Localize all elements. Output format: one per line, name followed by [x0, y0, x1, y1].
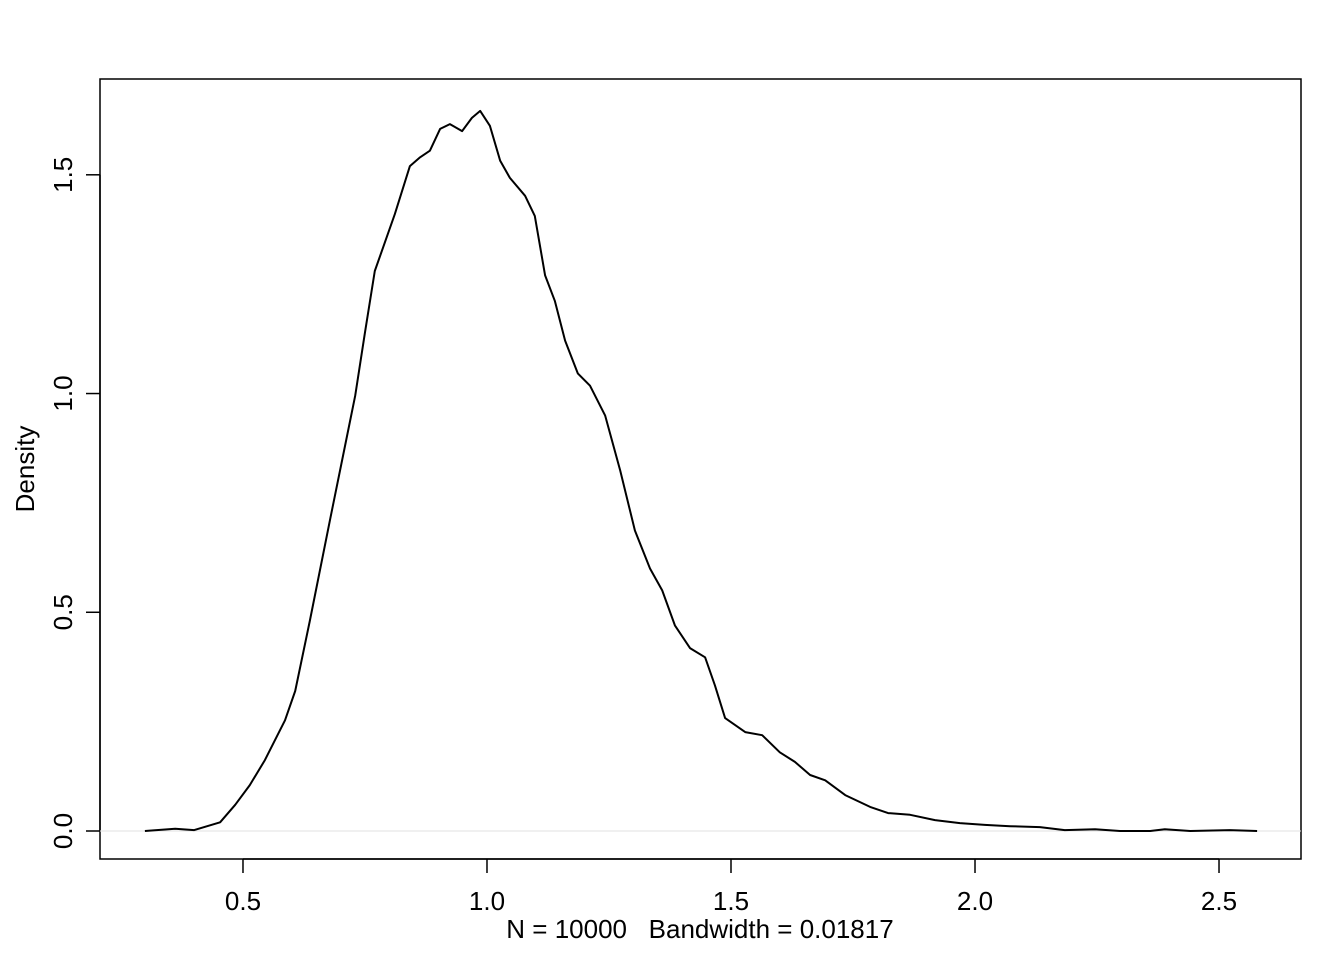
- y-tick-label: 1.5: [48, 157, 78, 193]
- density-line: [144, 109, 1258, 832]
- y-axis-label: Density: [10, 426, 40, 513]
- x-tick-label: 2.5: [1201, 886, 1237, 916]
- y-tick-label: 1.0: [48, 375, 78, 411]
- x-tick-label: 2.0: [957, 886, 993, 916]
- plot-frame: [99, 78, 1302, 860]
- x-tick-label: 1.5: [713, 886, 749, 916]
- y-tick-label: 0.0: [48, 813, 78, 849]
- x-tick-label: 0.5: [225, 886, 261, 916]
- y-tick-label: 0.5: [48, 594, 78, 630]
- x-tick-label: 1.0: [469, 886, 505, 916]
- x-axis-label: N = 10000 Bandwidth = 0.01817: [506, 914, 893, 944]
